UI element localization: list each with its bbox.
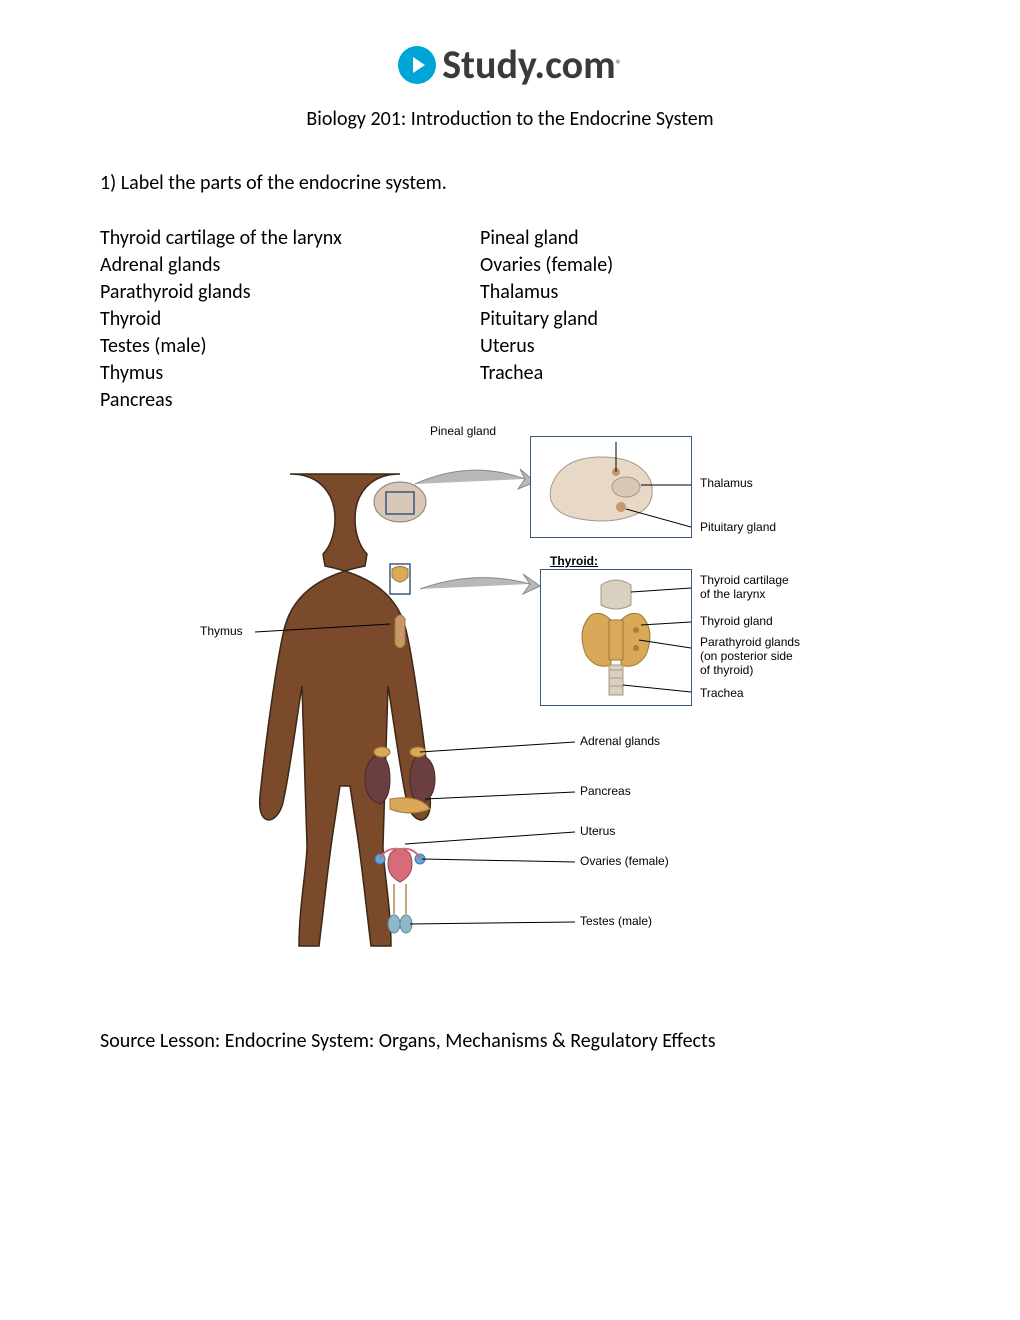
term-item: Pineal gland xyxy=(480,225,613,252)
label-thyroid-cartilage: Thyroid cartilageof the larynx xyxy=(700,574,810,602)
question-text: 1) Label the parts of the endocrine syst… xyxy=(100,171,920,195)
label-thyroid-heading: Thyroid: xyxy=(550,554,598,568)
label-trachea: Trachea xyxy=(700,686,744,700)
logo-text: Study.com xyxy=(442,40,615,89)
source-lesson: Source Lesson: Endocrine System: Organs,… xyxy=(100,1029,920,1053)
label-thymus: Thymus xyxy=(200,624,243,638)
term-columns: Thyroid cartilage of the larynx Adrenal … xyxy=(100,225,920,414)
term-item: Thalamus xyxy=(480,279,613,306)
term-item: Testes (male) xyxy=(100,333,400,360)
label-parathyroid: Parathyroid glands(on posterior sideof t… xyxy=(700,636,820,677)
term-item: Trachea xyxy=(480,360,613,387)
term-item: Thymus xyxy=(100,360,400,387)
course-title: Biology 201: Introduction to the Endocri… xyxy=(100,107,920,131)
term-item: Parathyroid glands xyxy=(100,279,400,306)
term-item: Ovaries (female) xyxy=(480,252,613,279)
term-item: Pituitary gland xyxy=(480,306,613,333)
label-thalamus: Thalamus xyxy=(700,476,753,490)
term-item: Thyroid xyxy=(100,306,400,333)
term-item: Pancreas xyxy=(100,387,400,414)
label-adrenal: Adrenal glands xyxy=(580,734,660,748)
play-icon xyxy=(398,46,436,84)
label-pancreas: Pancreas xyxy=(580,784,631,798)
term-item: Thyroid cartilage of the larynx xyxy=(100,225,400,252)
logo: Study.com® xyxy=(100,40,920,89)
label-testes: Testes (male) xyxy=(580,914,652,928)
label-thyroid-gland: Thyroid gland xyxy=(700,614,773,628)
label-uterus: Uterus xyxy=(580,824,615,838)
term-item: Adrenal glands xyxy=(100,252,400,279)
reg-mark: ® xyxy=(616,58,622,72)
term-item: Uterus xyxy=(480,333,613,360)
label-pituitary: Pituitary gland xyxy=(700,520,776,534)
endocrine-diagram: Pineal gland Thalamus Pituitary gland Th… xyxy=(200,424,820,1004)
label-pineal: Pineal gland xyxy=(430,424,496,438)
leader-lines xyxy=(200,424,820,1004)
label-ovaries: Ovaries (female) xyxy=(580,854,669,868)
